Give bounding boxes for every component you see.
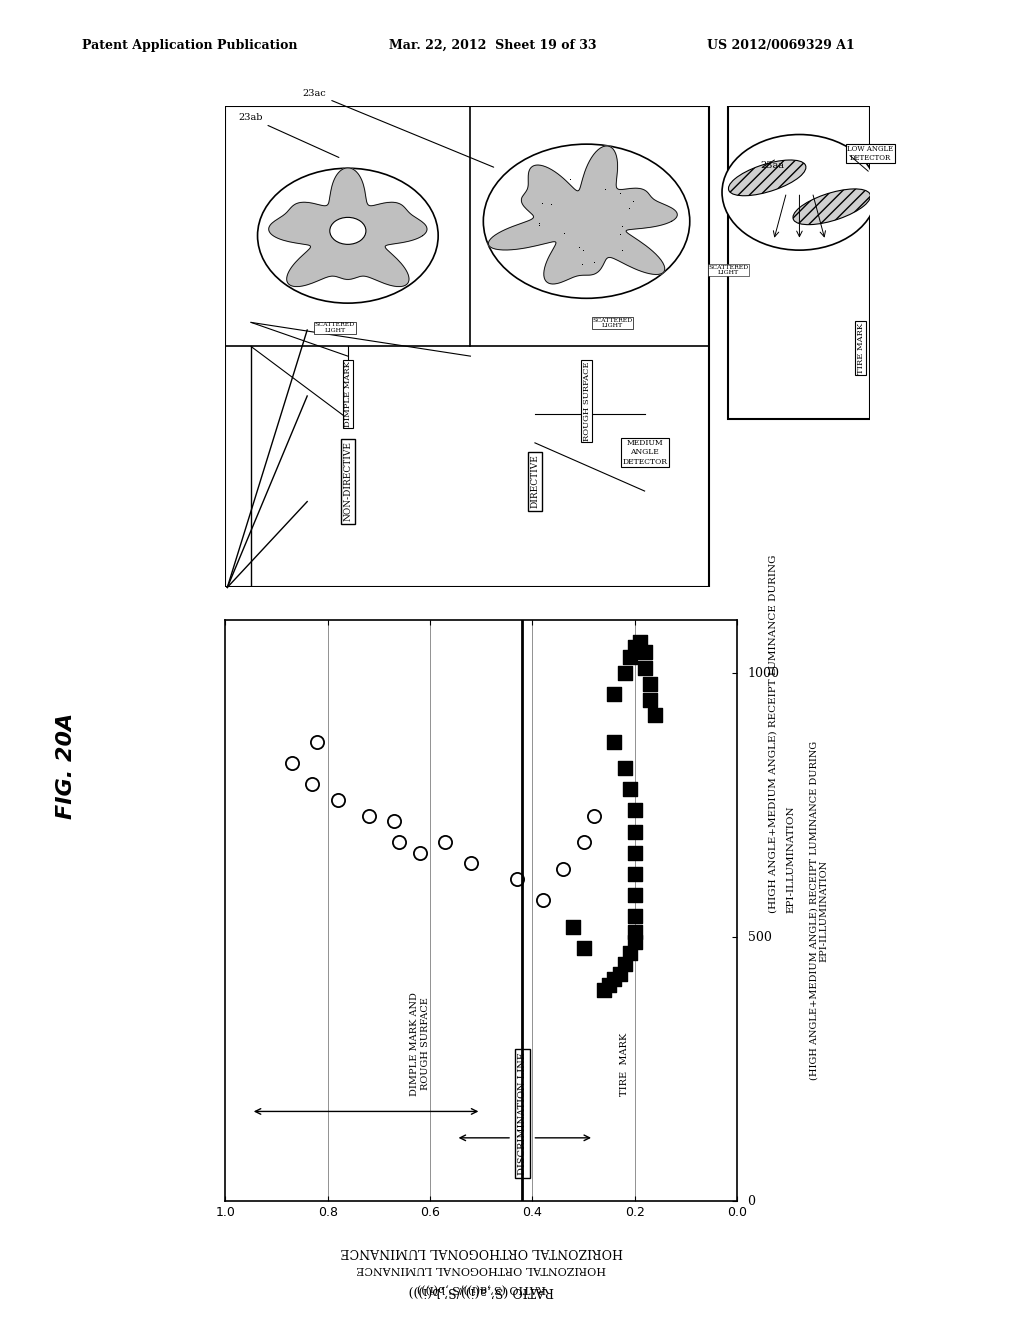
Point xyxy=(647,705,664,726)
Point xyxy=(391,832,408,853)
Text: Patent Application Publication: Patent Application Publication xyxy=(82,38,297,51)
Point xyxy=(642,673,658,694)
Point xyxy=(596,979,612,1001)
Polygon shape xyxy=(268,168,427,286)
Text: (HIGH ANGLE+MEDIUM ANGLE) RECEIPT LUMINANCE DURING
EPI-ILLUMINATION: (HIGH ANGLE+MEDIUM ANGLE) RECEIPT LUMINA… xyxy=(810,742,828,1080)
Point xyxy=(632,631,648,652)
Text: MEDIUM
ANGLE
DETECTOR: MEDIUM ANGLE DETECTOR xyxy=(623,440,667,466)
Point xyxy=(611,964,628,985)
Point xyxy=(586,805,602,826)
FancyBboxPatch shape xyxy=(728,106,870,418)
Point xyxy=(616,663,633,684)
Text: 23ac: 23ac xyxy=(303,88,494,168)
Point xyxy=(606,684,623,705)
Text: 1000: 1000 xyxy=(748,667,779,680)
Point xyxy=(627,932,643,953)
Text: 0: 0 xyxy=(748,1195,756,1208)
Circle shape xyxy=(330,218,366,244)
Point xyxy=(575,937,592,958)
Circle shape xyxy=(483,144,690,298)
Text: SCATTERED
LIGHT: SCATTERED LIGHT xyxy=(709,264,749,276)
Point xyxy=(637,657,653,678)
Text: HORIZONTAL ORTHOGONAL LUMINANCE: HORIZONTAL ORTHOGONAL LUMINANCE xyxy=(340,1245,623,1258)
Point xyxy=(627,800,643,821)
Text: DIMPLE MARK AND
ROUGH SURFACE: DIMPLE MARK AND ROUGH SURFACE xyxy=(411,991,429,1096)
Text: TIRE  MARK: TIRE MARK xyxy=(621,1032,629,1096)
Text: ROUGH SURFACE: ROUGH SURFACE xyxy=(583,360,591,441)
Point xyxy=(642,689,658,710)
Ellipse shape xyxy=(793,189,870,224)
Text: US 2012/0069329 A1: US 2012/0069329 A1 xyxy=(707,38,854,51)
Text: DIRECTIVE: DIRECTIVE xyxy=(530,454,540,508)
Point xyxy=(627,921,643,942)
Text: DISCRIMINATION LINE: DISCRIMINATION LINE xyxy=(518,1052,526,1175)
Point xyxy=(622,779,638,800)
Ellipse shape xyxy=(728,160,806,195)
Point xyxy=(606,969,623,990)
Text: SCATTERED
LIGHT: SCATTERED LIGHT xyxy=(592,318,633,329)
FancyBboxPatch shape xyxy=(225,106,709,587)
Point xyxy=(437,832,454,853)
Point xyxy=(637,642,653,663)
Point xyxy=(284,752,300,774)
Point xyxy=(412,842,428,863)
Text: 23ab: 23ab xyxy=(239,114,339,157)
Text: NON-DIRECTIVE: NON-DIRECTIVE xyxy=(343,441,352,521)
Point xyxy=(627,906,643,927)
Text: RATIO (S’,a(i))/S’,b(i))): RATIO (S’,a(i))/S’,b(i))) xyxy=(409,1284,554,1298)
Point xyxy=(386,810,402,832)
Text: SCATTERED
LIGHT: SCATTERED LIGHT xyxy=(314,322,355,333)
Point xyxy=(627,863,643,884)
Text: (HIGH ANGLE+MEDIUM ANGLE) RECEIPT LUMINANCE DURING: (HIGH ANGLE+MEDIUM ANGLE) RECEIPT LUMINA… xyxy=(769,554,777,913)
Point xyxy=(627,884,643,906)
Text: HORIZONTAL ORTHOGONAL LUMINANCE: HORIZONTAL ORTHOGONAL LUMINANCE xyxy=(356,1265,606,1275)
Text: TIRE MARK: TIRE MARK xyxy=(857,322,864,374)
Point xyxy=(304,774,321,795)
Point xyxy=(463,853,479,874)
Text: LOW ANGLE
DETECTOR: LOW ANGLE DETECTOR xyxy=(847,145,894,162)
Point xyxy=(575,832,592,853)
Text: 23aa: 23aa xyxy=(761,161,784,170)
Point xyxy=(606,731,623,752)
Point xyxy=(627,842,643,863)
Text: RATIO (S’,a(i))/S’,b(i))): RATIO (S’,a(i))/S’,b(i))) xyxy=(417,1283,546,1294)
Text: FIG. 20A: FIG. 20A xyxy=(56,713,77,818)
Point xyxy=(601,974,617,995)
Point xyxy=(616,953,633,974)
Point xyxy=(622,942,638,964)
Circle shape xyxy=(722,135,877,251)
Text: 500: 500 xyxy=(748,931,771,944)
Point xyxy=(565,916,582,937)
Point xyxy=(555,858,571,879)
Point xyxy=(360,805,377,826)
Text: DIMPLE MARK: DIMPLE MARK xyxy=(344,360,352,426)
Point xyxy=(509,869,525,890)
Point xyxy=(627,821,643,842)
Text: Mar. 22, 2012  Sheet 19 of 33: Mar. 22, 2012 Sheet 19 of 33 xyxy=(389,38,597,51)
Circle shape xyxy=(258,168,438,304)
Point xyxy=(309,731,326,752)
Polygon shape xyxy=(488,147,677,284)
Point xyxy=(627,636,643,657)
Point xyxy=(330,789,346,810)
Point xyxy=(616,758,633,779)
Point xyxy=(622,647,638,668)
Point xyxy=(535,890,551,911)
Text: EPI-ILLUMINATION: EPI-ILLUMINATION xyxy=(786,805,795,913)
